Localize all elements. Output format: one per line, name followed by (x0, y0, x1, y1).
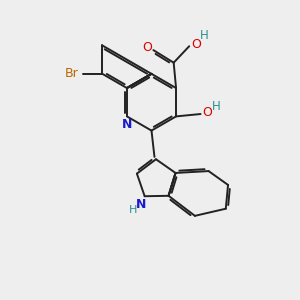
Text: H: H (129, 205, 137, 215)
Text: O: O (142, 41, 152, 54)
Text: Br: Br (65, 68, 79, 80)
Text: O: O (202, 106, 212, 119)
Text: H: H (212, 100, 220, 113)
Text: O: O (191, 38, 201, 51)
Text: N: N (122, 118, 133, 131)
Text: N: N (136, 198, 146, 211)
Text: H: H (200, 29, 208, 42)
